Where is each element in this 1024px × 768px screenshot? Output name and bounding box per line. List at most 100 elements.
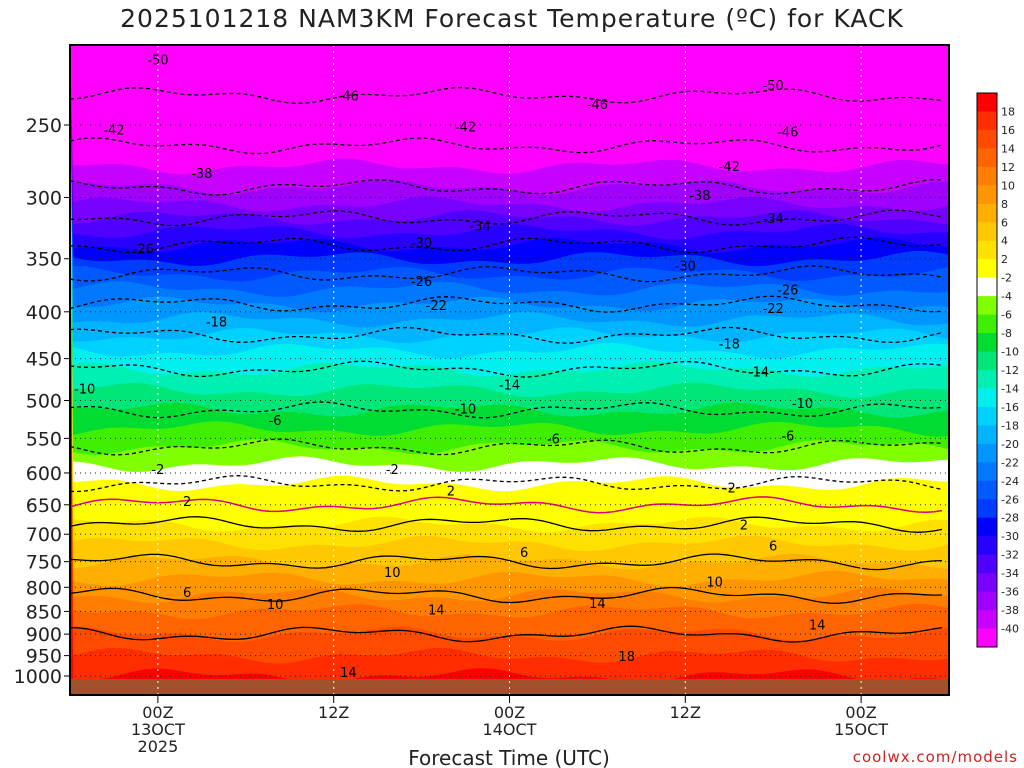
- y-tick-label-750: 750: [26, 552, 62, 574]
- y-tick-label-800: 800: [26, 577, 62, 599]
- contour-label: 6: [769, 539, 777, 554]
- contour-label: -26: [133, 242, 154, 257]
- contour-label: -6: [547, 432, 560, 447]
- contour-label: -22: [763, 302, 784, 317]
- chart-title: 2025101218 NAM3KM Forecast Temperature (…: [120, 4, 904, 33]
- y-tick-label-1000: 1000: [14, 666, 62, 688]
- colorbar-swatch: [977, 148, 997, 168]
- contour-label: -26: [777, 283, 798, 298]
- y-tick-label-650: 650: [26, 495, 62, 517]
- isotherm-10: [70, 586, 943, 604]
- colorbar-swatch: [977, 259, 997, 279]
- contour-label: -6: [269, 414, 282, 429]
- contour-label: -34: [470, 220, 491, 235]
- colorbar-label: 18: [1001, 105, 1015, 118]
- colorbar-label: 14: [1001, 142, 1015, 155]
- y-tick-label-850: 850: [26, 601, 62, 623]
- colorbar-label: -8: [1001, 327, 1012, 340]
- colorbar-label: -22: [1001, 456, 1019, 469]
- y-tick-label-600: 600: [26, 463, 62, 485]
- y-tick-label-900: 900: [26, 624, 62, 646]
- colorbar-swatch: [977, 129, 997, 149]
- colorbar-swatch: [977, 314, 997, 334]
- contour-label: -6: [781, 429, 794, 444]
- isotherm--10: [70, 401, 943, 419]
- colorbar-swatch: [977, 591, 997, 611]
- isotherm-2: [70, 516, 943, 533]
- colorbar-label: 10: [1001, 179, 1015, 192]
- contour-label: -10: [74, 382, 95, 397]
- colorbar-swatch: [977, 296, 997, 316]
- contour-label: 10: [267, 598, 284, 613]
- isotherm-contours: [70, 86, 943, 643]
- y-tick-label-550: 550: [26, 428, 62, 450]
- contour-label: -2: [386, 463, 399, 478]
- contour-label: 2: [183, 495, 191, 510]
- contour-label: -30: [675, 259, 696, 274]
- colorbar-label: -12: [1001, 364, 1019, 377]
- colorbar-label: -4: [1001, 290, 1012, 303]
- colorbar-swatch: [977, 554, 997, 574]
- colorbar-label: 8: [1001, 198, 1008, 211]
- contour-label: 6: [520, 546, 528, 561]
- contour-label: -2: [151, 463, 164, 478]
- colorbar-frame: [976, 92, 998, 648]
- colorbar-label: -32: [1001, 549, 1019, 562]
- colorbar-label: -28: [1001, 512, 1019, 525]
- colorbar-swatch: [977, 351, 997, 371]
- contour-label: -2: [723, 481, 736, 496]
- contour-label: -22: [426, 299, 447, 314]
- contour-label: -18: [719, 337, 740, 352]
- colorbar-swatch: [977, 480, 997, 500]
- colorbar-swatch: [977, 388, 997, 408]
- contour-labels: -50-46-46-50-42 -42 -46-38 -42-38-34 -34-26-…: [74, 53, 825, 681]
- colorbar-label: 16: [1001, 124, 1015, 137]
- colorbar-label: -38: [1001, 604, 1019, 617]
- credit-link[interactable]: coolwx.com/models: [852, 748, 1018, 766]
- contour-label: -14: [499, 378, 520, 393]
- colorbar-swatch: [977, 517, 997, 537]
- colorbar-label: -10: [1001, 346, 1019, 359]
- colorbar-swatch: [977, 93, 997, 112]
- isotherm-6: [70, 553, 943, 571]
- y-tick-label-300: 300: [26, 187, 62, 209]
- contour-label: -46: [587, 98, 608, 113]
- contour-label: -18: [206, 316, 227, 331]
- colorbar-swatch: [977, 111, 997, 131]
- colorbar-swatch: [977, 333, 997, 353]
- isotherm--46: [70, 86, 943, 104]
- contour-label: 18: [618, 650, 635, 665]
- contour-label: -50: [763, 79, 784, 94]
- contour-label: 2: [447, 484, 455, 499]
- colorbar-label: -16: [1001, 401, 1019, 414]
- colorbar-label: -26: [1001, 493, 1019, 506]
- contour-label: 10: [384, 566, 401, 581]
- y-tick-label-400: 400: [26, 302, 62, 324]
- contour-label: 2: [740, 518, 748, 533]
- x-tick-label-6-1: 13OCT: [131, 720, 185, 739]
- contour-label: 6: [183, 586, 191, 601]
- y-axis: 2503003504004505005506006507007508008509…: [14, 115, 70, 688]
- colorbar-swatch: [977, 573, 997, 593]
- x-tick-label-30-0: 00Z: [494, 703, 525, 722]
- contour-label: -30: [411, 237, 432, 252]
- colorbar-swatch: [977, 166, 997, 186]
- isotherm-14: [70, 625, 943, 643]
- contour-label: -50: [147, 53, 168, 68]
- x-tick-label-18-0: 12Z: [318, 703, 349, 722]
- colorbar-label: -6: [1001, 309, 1012, 322]
- colorbar-label: 6: [1001, 216, 1008, 229]
- x-tick-label-6-0: 00Z: [142, 703, 173, 722]
- colorbar-swatch: [977, 425, 997, 445]
- contour-label: -10: [455, 402, 476, 417]
- colorbar-swatch: [977, 240, 997, 260]
- y-tick-label-250: 250: [26, 115, 62, 137]
- colorbar-swatch: [977, 628, 997, 648]
- colorbar-label: -30: [1001, 530, 1019, 543]
- contour-label: 14: [589, 597, 606, 612]
- colorbar-label: 4: [1001, 235, 1008, 248]
- colorbar-swatch: [977, 536, 997, 556]
- colorbar-swatch: [977, 185, 997, 205]
